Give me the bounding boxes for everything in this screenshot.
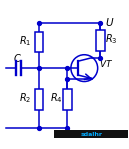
Text: $R_4$: $R_4$: [50, 91, 63, 105]
Text: $VT$: $VT$: [99, 58, 113, 69]
Text: $U$: $U$: [105, 16, 115, 28]
Bar: [63, 89, 71, 110]
Text: $R_3$: $R_3$: [105, 32, 118, 46]
Text: $R_2$: $R_2$: [19, 91, 31, 105]
Text: $R_1$: $R_1$: [19, 34, 31, 48]
Bar: [96, 30, 105, 51]
Bar: [35, 32, 43, 52]
Text: sdalhr: sdalhr: [80, 132, 102, 137]
Text: $C$: $C$: [13, 52, 22, 64]
Bar: [35, 89, 43, 110]
Bar: [54, 130, 128, 138]
